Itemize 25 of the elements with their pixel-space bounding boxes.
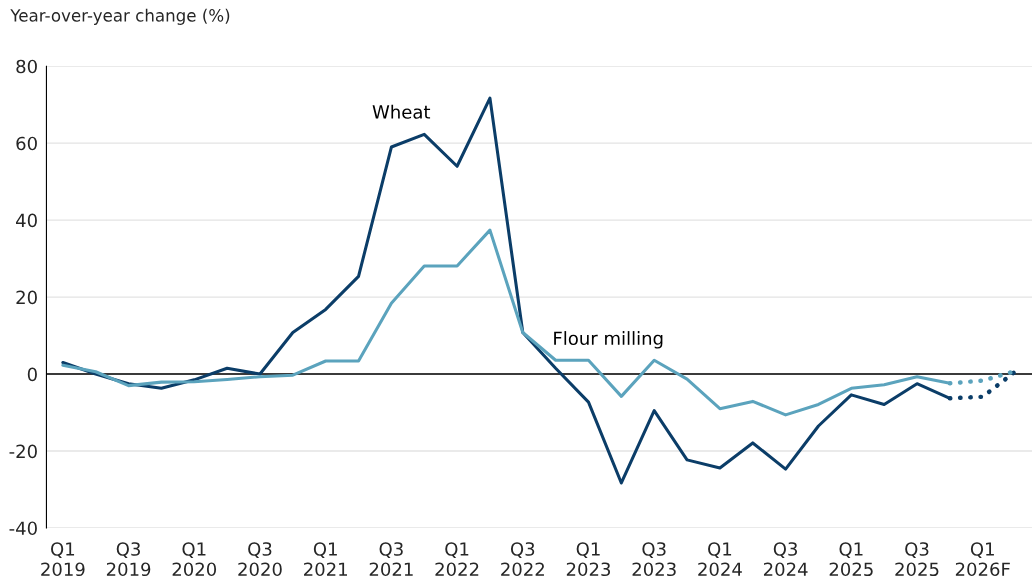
y-tick-label: 20 xyxy=(16,290,37,305)
x-tick-label: Q3 2022 xyxy=(501,542,544,577)
x-tick-label: Q3 2024 xyxy=(763,542,808,577)
x-tick-label: Q3 2021 xyxy=(369,542,413,577)
y-axis-title: Year-over-year change (%) xyxy=(10,8,230,25)
x-tick-label: Q1 2022 xyxy=(435,542,479,577)
y-tick-label: 60 xyxy=(16,136,37,151)
y-tick-label: -40 xyxy=(9,521,37,536)
x-tick-label: Q1 2024 xyxy=(698,542,742,577)
series-label: Flour milling xyxy=(554,331,663,349)
series-label: Wheat xyxy=(372,104,431,119)
x-tick-label: Q1 2023 xyxy=(566,542,611,577)
y-tick-label: 0 xyxy=(27,367,37,382)
y-tick-label: 40 xyxy=(16,213,37,228)
x-tick-label: Q3 2019 xyxy=(106,542,151,577)
x-tick-label: Q3 2025 xyxy=(895,542,939,577)
x-tick-label: Q3 2020 xyxy=(238,542,282,577)
x-tick-label: Q1 2020 xyxy=(172,542,217,577)
x-tick-label: Q1 2026F xyxy=(955,542,1010,577)
y-tick-label: -20 xyxy=(9,444,37,459)
x-tick-label: Q3 2023 xyxy=(632,542,676,577)
x-tick-label: Q1 2021 xyxy=(304,542,347,577)
x-tick-label: Q1 2019 xyxy=(41,542,85,577)
y-tick-label: 80 xyxy=(16,59,37,74)
x-tick-label: Q1 2025 xyxy=(829,542,873,577)
